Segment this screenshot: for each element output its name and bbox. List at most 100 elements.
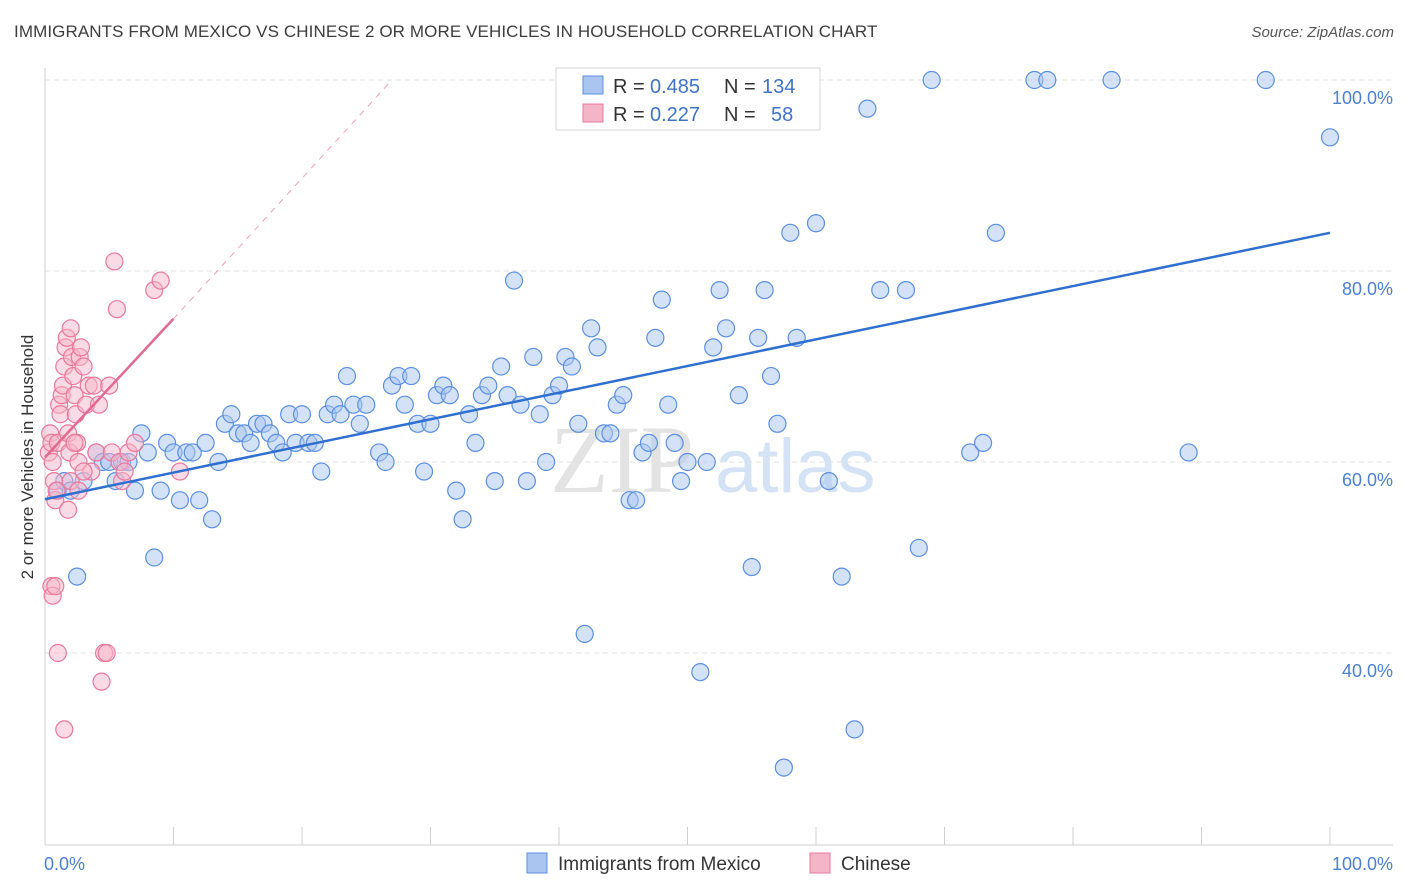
point-mexico	[196, 433, 215, 452]
point-mexico	[671, 472, 691, 491]
point-mexico	[395, 395, 414, 414]
point-mexico	[241, 433, 260, 452]
point-mexico	[562, 357, 581, 376]
point-mexico	[376, 452, 395, 472]
point-mexico	[1102, 70, 1121, 90]
point-mexico	[485, 472, 504, 491]
point-mexico	[659, 395, 678, 414]
chart-title: IMMIGRANTS FROM MEXICO VS CHINESE 2 OR M…	[14, 22, 878, 41]
trend-line-0	[44, 231, 1331, 501]
point-mexico	[312, 462, 331, 481]
point-mexico	[755, 281, 774, 300]
point-mexico	[626, 491, 646, 510]
y-tick-label: 100.0%	[1332, 88, 1393, 108]
point-mexico	[1038, 70, 1057, 90]
point-mexico	[402, 366, 421, 386]
point-mexico	[961, 443, 980, 462]
point-mexico	[537, 452, 556, 472]
legend-r-label-chinese: R =	[613, 104, 645, 126]
point-mexico	[1320, 128, 1340, 147]
point-mexico	[145, 548, 164, 567]
point-chinese	[84, 376, 103, 395]
point-mexico	[588, 338, 607, 357]
point-mexico	[350, 414, 369, 433]
point-mexico	[845, 720, 864, 739]
point-mexico	[858, 99, 877, 118]
point-mexico	[871, 281, 890, 300]
point-mexico	[665, 433, 684, 452]
point-mexico	[691, 662, 710, 682]
point-mexico	[749, 328, 768, 347]
point-chinese	[51, 405, 70, 424]
legend-n-label-mexico: N =	[724, 76, 756, 98]
trend-line-1	[44, 317, 175, 459]
point-chinese	[87, 443, 106, 462]
legend-n-value-mexico: 134	[762, 76, 795, 98]
point-mexico	[678, 452, 697, 472]
point-mexico	[781, 223, 800, 242]
point-mexico	[710, 281, 729, 300]
point-mexico	[832, 567, 851, 586]
point-chinese	[115, 462, 134, 481]
point-mexico	[973, 433, 993, 452]
legend-swatch-chinese	[582, 103, 604, 123]
point-chinese	[65, 433, 84, 452]
data-points	[39, 70, 1340, 777]
point-mexico	[151, 481, 170, 500]
point-mexico	[575, 624, 594, 644]
point-mexico	[170, 491, 190, 510]
y-tick-label: 60.0%	[1342, 470, 1393, 490]
point-chinese	[48, 643, 67, 663]
point-mexico	[549, 376, 569, 395]
point-mexico	[909, 538, 928, 558]
point-mexico	[896, 281, 916, 300]
point-mexico	[517, 472, 536, 491]
legend-r-label-mexico: R =	[613, 76, 645, 98]
watermark-atlas: atlas	[715, 424, 876, 509]
point-mexico	[639, 433, 659, 452]
x-tick-label: 0.0%	[44, 854, 85, 874]
bottom-legend-swatch-mexico	[526, 852, 548, 874]
point-mexico	[729, 386, 749, 405]
point-mexico	[524, 347, 543, 367]
point-chinese	[43, 452, 62, 472]
point-mexico	[986, 223, 1006, 242]
point-mexico	[479, 376, 498, 395]
y-tick-label: 80.0%	[1342, 279, 1393, 299]
point-mexico	[806, 214, 826, 233]
point-mexico	[183, 443, 202, 462]
bottom-legend: Immigrants from Mexico Chinese	[526, 852, 911, 875]
point-mexico	[292, 405, 312, 424]
point-mexico	[466, 433, 485, 452]
point-mexico	[459, 405, 479, 424]
point-mexico	[125, 481, 145, 500]
point-chinese	[89, 395, 109, 414]
point-mexico	[530, 405, 549, 424]
trend-extension-1	[173, 79, 393, 320]
point-mexico	[440, 386, 459, 405]
bottom-legend-swatch-chinese	[809, 852, 831, 874]
point-mexico	[138, 443, 157, 462]
trend-lines	[173, 79, 393, 320]
point-chinese	[100, 376, 119, 395]
point-chinese	[151, 271, 170, 290]
point-mexico	[716, 319, 736, 338]
watermark: ZIP atlas	[550, 406, 876, 513]
legend-r-value-mexico: 0.485	[650, 76, 700, 98]
point-mexico	[1256, 70, 1275, 90]
point-chinese	[59, 500, 78, 519]
x-tick-label: 100.0%	[1332, 854, 1393, 874]
point-mexico	[819, 472, 838, 491]
point-mexico	[504, 271, 524, 290]
point-mexico	[190, 491, 209, 510]
point-chinese	[105, 252, 124, 271]
bottom-legend-label-chinese: Chinese	[841, 854, 911, 875]
point-mexico	[447, 481, 466, 500]
tick-labels: 0.0% 100.0% 40.0% 60.0% 80.0% 100.0%	[44, 88, 1393, 874]
point-chinese	[61, 319, 80, 338]
point-mexico	[222, 405, 241, 424]
point-chinese	[46, 577, 65, 596]
legend-n-value-chinese: 58	[771, 104, 793, 126]
point-mexico	[646, 328, 665, 347]
